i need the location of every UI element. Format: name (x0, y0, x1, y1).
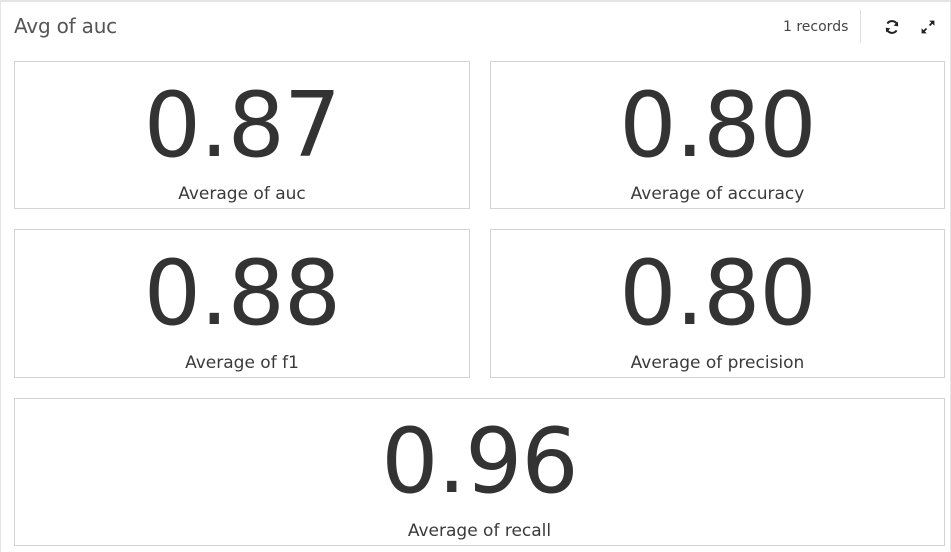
metric-label: Average of recall (407, 521, 552, 541)
metric-tile-precision: 0.80 Average of precision (490, 229, 945, 378)
metric-label: Average of accuracy (630, 184, 805, 204)
metric-tile-accuracy: 0.80 Average of accuracy (490, 61, 945, 209)
refresh-icon (885, 20, 899, 34)
panel-header: Avg of auc 1 records (1, 2, 950, 54)
metric-label: Average of auc (178, 184, 306, 204)
expand-button[interactable] (918, 17, 938, 37)
metric-label: Average of f1 (185, 353, 299, 373)
metric-value: 0.88 (143, 241, 341, 346)
metric-tile-f1: 0.88 Average of f1 (14, 229, 470, 378)
refresh-button[interactable] (882, 17, 902, 37)
metric-value: 0.87 (143, 73, 341, 178)
metric-value: 0.96 (381, 409, 578, 514)
panel-title: Avg of auc (14, 14, 117, 38)
header-divider (860, 10, 861, 43)
metric-tile-auc: 0.87 Average of auc (14, 61, 470, 209)
metric-value: 0.80 (619, 241, 816, 346)
expand-icon (921, 20, 935, 34)
metric-value: 0.80 (619, 73, 816, 178)
metric-tile-recall: 0.96 Average of recall (14, 398, 945, 546)
record-count: 1 records (783, 19, 849, 35)
metric-label: Average of precision (630, 353, 805, 373)
